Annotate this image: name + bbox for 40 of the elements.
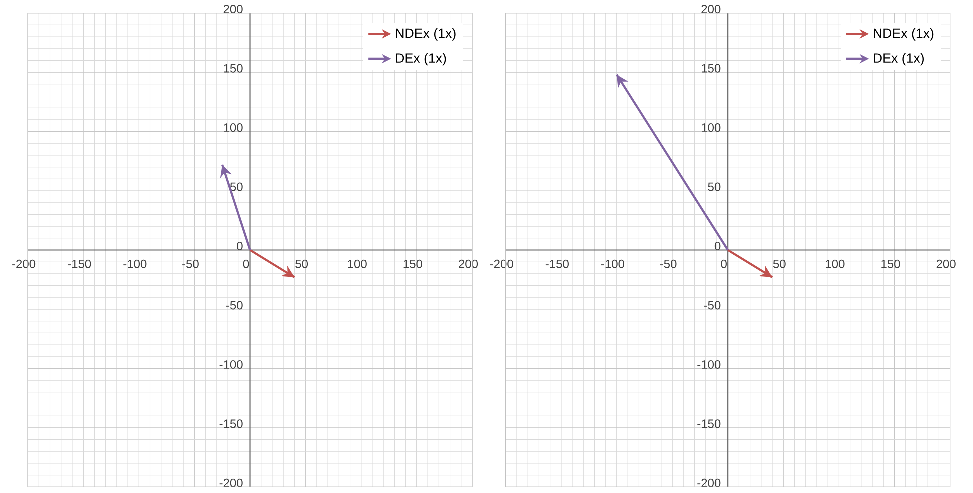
x-tick-label: -50 <box>182 260 199 269</box>
y-tick-label: 0 <box>714 242 721 251</box>
x-tick-label: 150 <box>404 260 422 269</box>
x-tick-label: -100 <box>601 260 625 269</box>
y-tick-label: -50 <box>226 301 243 310</box>
y-tick-label: -150 <box>698 420 721 428</box>
y-tick-label: -100 <box>220 360 243 370</box>
y-tick-label: 100 <box>702 124 721 132</box>
y-tick-label: -200 <box>698 479 721 488</box>
y-tick-label: -150 <box>220 420 243 428</box>
y-tick-label: -100 <box>698 360 721 370</box>
y-tick-label: 200 <box>224 5 243 14</box>
x-tick-label: 100 <box>348 260 367 269</box>
y-tick-label: 200 <box>702 5 721 14</box>
y-tick-label: 50 <box>708 183 721 192</box>
x-tick-label: -200 <box>490 260 514 269</box>
x-tick-label: -50 <box>660 260 677 269</box>
y-tick-label: -200 <box>220 479 243 488</box>
y-tick-label: 50 <box>230 183 243 192</box>
x-tick-label: 0 <box>721 260 727 269</box>
y-tick-label: -50 <box>704 301 721 310</box>
x-tick-label: 50 <box>773 260 786 269</box>
x-tick-label: -200 <box>12 260 36 269</box>
x-tick-label: 0 <box>243 260 250 269</box>
x-tick-label: -150 <box>68 260 92 269</box>
legend-label: NDEx (1x) <box>874 28 934 42</box>
x-tick-label: 150 <box>882 260 900 269</box>
x-tick-label: 50 <box>296 260 308 269</box>
y-tick-label: 150 <box>224 64 243 74</box>
x-tick-label: 200 <box>936 260 956 269</box>
y-tick-label: 0 <box>237 242 243 251</box>
legend-label: NDEx (1x) <box>396 28 456 42</box>
legend-label: DEx (1x) <box>396 53 446 66</box>
x-tick-label: 100 <box>826 260 845 269</box>
y-tick-label: 150 <box>702 64 721 74</box>
y-tick-label: 100 <box>224 124 243 132</box>
x-tick-label: -100 <box>124 260 147 269</box>
legend-label: DEx (1x) <box>874 53 924 66</box>
x-tick-label: -150 <box>546 260 569 269</box>
x-tick-label: 200 <box>459 260 478 269</box>
